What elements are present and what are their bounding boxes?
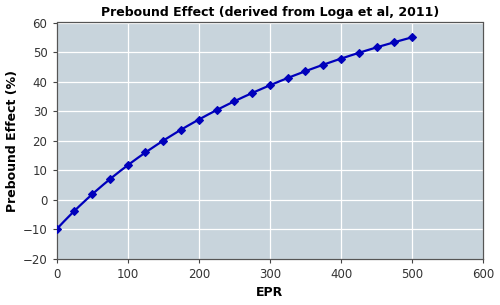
X-axis label: EPR: EPR: [256, 286, 283, 300]
Title: Prebound Effect (derived from Loga et al, 2011): Prebound Effect (derived from Loga et al…: [101, 5, 439, 19]
Y-axis label: Prebound Effect (%): Prebound Effect (%): [6, 70, 18, 212]
